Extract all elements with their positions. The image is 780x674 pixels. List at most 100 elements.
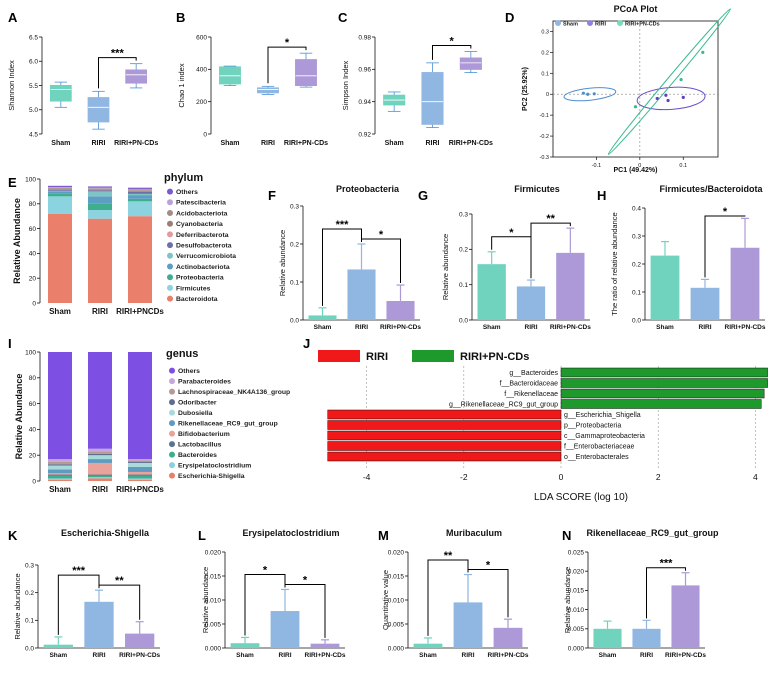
phylum-y-tick-label: 20: [29, 276, 37, 283]
rikenellaceae-y-tick-label: 0.025: [568, 549, 585, 556]
chao1-y-tick-label: 0: [203, 131, 207, 138]
chao1-y-label: Chao 1 index: [177, 63, 186, 107]
proteobacteria-bar-0: [308, 315, 337, 320]
genus-legend-label: Dubosiella: [178, 410, 213, 417]
erysipelatoclostridium-y-tick-label: 0.010: [205, 597, 222, 604]
muribaculum-sig-bracket: [467, 569, 509, 618]
panel-letter-d: D: [505, 10, 514, 25]
shannon-sig-label: ***: [111, 48, 125, 60]
pcoa-x-tick-label: 0.1: [679, 163, 687, 169]
simpson-box-2: [459, 57, 482, 70]
genus-segment-bacteroides: [128, 475, 152, 479]
phylum-legend-swatch: [167, 199, 173, 206]
shannon-y-tick-label: 6.0: [29, 59, 38, 66]
genus-legend-swatch: [169, 472, 175, 479]
phylum-segment-bacteroidota: [88, 218, 112, 303]
phylum-y-tick-label: 100: [25, 176, 36, 183]
lda-x-label: LDA SCORE (log 10): [534, 492, 628, 503]
genus-legend-label: Bacteroides: [178, 452, 217, 459]
phylum-legend-swatch: [167, 295, 173, 302]
lda-feature-label: p__Proteobacteria: [564, 423, 621, 430]
proteobacteria-y-tick-label: 0.1: [290, 279, 299, 286]
lda-legend-pn-label: RIRI+PN-CDs: [460, 351, 529, 363]
genus-segment-bifidobacterium: [128, 471, 152, 475]
panel-letter-a: A: [8, 10, 18, 25]
escherichia-sig-label: ***: [72, 565, 86, 577]
proteobacteria-sig-label: *: [379, 229, 384, 241]
genus-legend-swatch: [169, 367, 175, 374]
genus-legend-swatch: [169, 409, 175, 416]
genus-legend-label: Rikenellaceae_RC9_gut_group: [178, 421, 278, 428]
pcoa-legend-label: RIRI: [595, 22, 606, 28]
firmicutes-sig-label: **: [546, 213, 555, 225]
genus-segment-bifidobacterium: [88, 462, 112, 475]
genus-legend-swatch: [169, 378, 175, 385]
lda-x-tick-label: 2: [656, 472, 661, 482]
erysipelatoclostridium-bar-2: [310, 643, 340, 648]
panel-letter-h: H: [597, 188, 606, 203]
erysipelatoclostridium-sig-label: *: [303, 574, 308, 586]
proteobacteria-y-tick-label: 0.3: [290, 203, 299, 210]
genus-legend-label: Others: [178, 368, 200, 375]
genus-segment-others: [88, 352, 112, 449]
genus-legend-label: Bifidobacterium: [178, 431, 230, 438]
chao1-category-label: RIRI: [261, 140, 275, 147]
phylum-segment-desulfobacterota: [88, 190, 112, 192]
genus-segment-erysipelatoclostridium: [48, 478, 72, 480]
rikenellaceae-y-tick-label: 0.000: [568, 645, 585, 652]
escherichia-bar-1: [84, 601, 114, 648]
chao1-box-0: [219, 66, 241, 85]
phylum-segment-verrucomicrobiota: [88, 191, 112, 197]
muribaculum-category-label: RIRI: [462, 652, 475, 659]
phylum-segment-desulfobacterota: [128, 191, 152, 194]
erysipelatoclostridium-y-label: Relative abundance: [201, 567, 210, 633]
genus-segment-erysipelatoclostridium: [88, 477, 112, 479]
escherichia-title: Escherichia-Shigella: [61, 528, 150, 538]
lda-x-tick-label: -2: [460, 472, 468, 482]
proteobacteria-title: Proteobacteria: [336, 184, 400, 194]
simpson-category-label: RIRI: [426, 140, 440, 147]
lda-x-tick-label: 4: [753, 472, 758, 482]
escherichia-y-tick-label: 0.1: [25, 618, 34, 625]
ratio-y-tick-label: 0.2: [632, 261, 641, 268]
lda-feature-label: g__Escherichia_Shigella: [564, 412, 641, 419]
phylum-legend-title: phylum: [164, 172, 203, 184]
genus-segment-lachnospiraceae-nk4a136-group: [48, 461, 72, 465]
genus-segment-parabacteroides: [128, 459, 152, 461]
genus-segment-rikenellaceae-rc9-gut-group: [128, 466, 152, 472]
ratio-bar-0: [650, 255, 680, 320]
phylum-segment-cyanobacteria: [128, 190, 152, 191]
muribaculum-y-tick-label: 0.005: [388, 621, 405, 628]
lda-feature-label: f__Rikenellaceae: [504, 391, 558, 398]
panel-letter-n: N: [562, 528, 571, 543]
muribaculum-title: Muribaculum: [446, 528, 502, 538]
chao1-y-tick-label: 400: [196, 67, 207, 74]
escherichia-y-tick-label: 0.2: [25, 590, 34, 597]
ratio-bar-1: [690, 287, 720, 320]
panel-letter-g: G: [418, 188, 428, 203]
phylum-segment-actinobacteriota: [48, 191, 72, 194]
phylum-segment-deferribacterota: [48, 188, 72, 190]
chao1-box-1: [257, 87, 279, 94]
ratio-y-tick-label: 0.0: [632, 317, 641, 324]
phylum-legend-swatch: [167, 284, 173, 291]
rikenellaceae-bar-0: [593, 628, 622, 648]
firmicutes-y-tick-label: 0.1: [459, 282, 468, 289]
phylum-segment-firmicutes: [48, 196, 72, 214]
genus-legend-swatch: [169, 451, 175, 458]
phylum-segment-patescibacteria: [128, 188, 152, 190]
firmicutes-sig-bracket: [530, 222, 571, 279]
simpson-y-tick-label: 0.96: [358, 67, 371, 74]
simpson-sig-bracket: [432, 45, 472, 60]
genus-segment-parabacteroides: [48, 459, 72, 462]
phylum-segment-patescibacteria: [88, 187, 112, 189]
shannon-y-tick-label: 5.5: [29, 83, 38, 90]
genus-segment-dubosiella: [48, 465, 72, 470]
phylum-segment-deferribacterota: [128, 190, 152, 192]
phylum-segment-firmicutes: [128, 201, 152, 217]
panel-letter-j: J: [303, 336, 310, 351]
muribaculum-category-label: RIRI+PN-CDs: [488, 652, 529, 659]
genus-segment-rikenellaceae-rc9-gut-group: [48, 469, 72, 474]
phylum-y-label: Relative Abundance: [12, 198, 22, 284]
rikenellaceae-y-tick-label: 0.015: [568, 588, 585, 595]
